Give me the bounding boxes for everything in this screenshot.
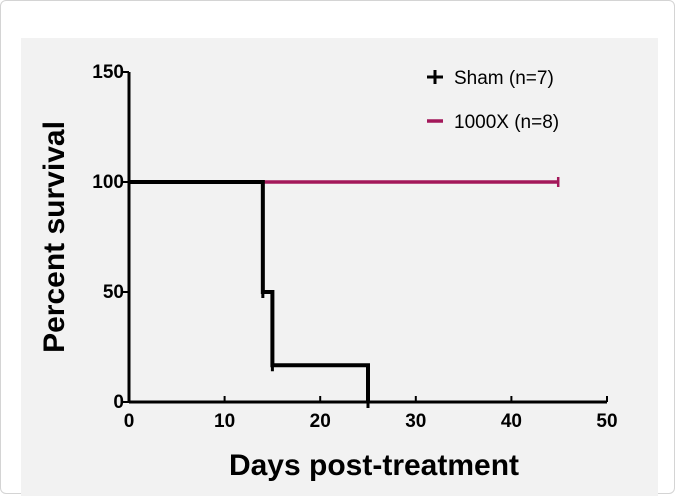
series-0 — [129, 180, 370, 408]
legend: Sham (n=7) 1000X (n=8) — [427, 68, 559, 133]
y-axis-title: Percent survival — [38, 121, 71, 353]
chart-background — [21, 38, 658, 496]
y-tick-label: 50 — [103, 282, 124, 303]
legend-label-sham: Sham (n=7) — [454, 68, 554, 89]
y-tick-label: 0 — [113, 392, 124, 413]
series-line — [129, 180, 370, 402]
legend-item-sham: Sham (n=7) — [427, 68, 554, 89]
x-tick-label: 0 — [124, 411, 135, 432]
legend-item-1000x: 1000X (n=8) — [427, 112, 559, 133]
legend-label-1000x: 1000X (n=8) — [454, 112, 559, 133]
y-tick-label: 100 — [92, 172, 124, 193]
x-tick-label: 40 — [501, 411, 522, 432]
x-tick-label: 30 — [405, 411, 426, 432]
x-axis-title: Days post-treatment — [229, 449, 519, 482]
tick-labels: 0 10 20 30 40 50 0 50 100 150 — [92, 62, 617, 432]
x-tick-label: 10 — [214, 411, 235, 432]
series-layer — [129, 177, 560, 408]
y-tick-label: 150 — [92, 62, 124, 83]
x-tick-label: 20 — [310, 411, 331, 432]
tick-marks — [123, 71, 608, 403]
x-tick-label: 50 — [596, 411, 617, 432]
